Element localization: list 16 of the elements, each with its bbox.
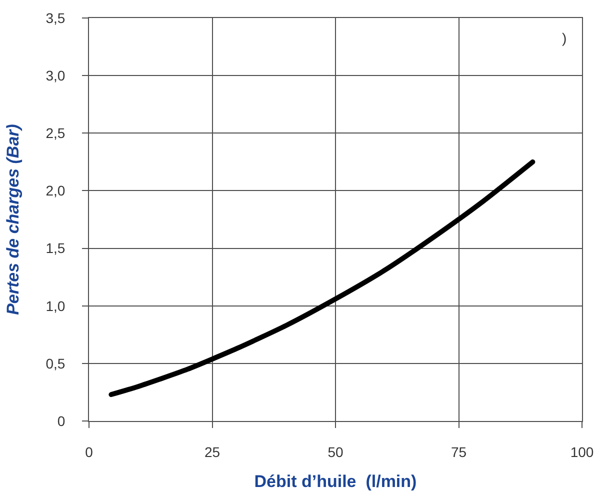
y-tick-label: 0,5 bbox=[46, 355, 66, 372]
y-tick-label: 3,5 bbox=[46, 10, 66, 26]
x-axis-title: Débit d’huile (l/min) bbox=[254, 472, 417, 492]
x-tick-label: 0 bbox=[85, 444, 94, 460]
x-tick-label: 25 bbox=[204, 444, 220, 460]
x-tick-label: 75 bbox=[450, 444, 467, 460]
annotation: ) bbox=[562, 30, 567, 46]
y-axis-title: Pertes de charges (Bar) bbox=[3, 124, 22, 315]
y-tick-label: 3,0 bbox=[46, 67, 66, 84]
x-tick-label: 50 bbox=[328, 444, 344, 460]
y-tick-label: 1,5 bbox=[46, 240, 66, 256]
y-tick-label: 2,5 bbox=[46, 125, 66, 142]
y-tick-label: 1,0 bbox=[46, 298, 66, 314]
x-tick-label: 100 bbox=[570, 444, 594, 460]
y-tick-label: 2,0 bbox=[46, 182, 66, 199]
y-tick-label: 0 bbox=[57, 412, 66, 429]
